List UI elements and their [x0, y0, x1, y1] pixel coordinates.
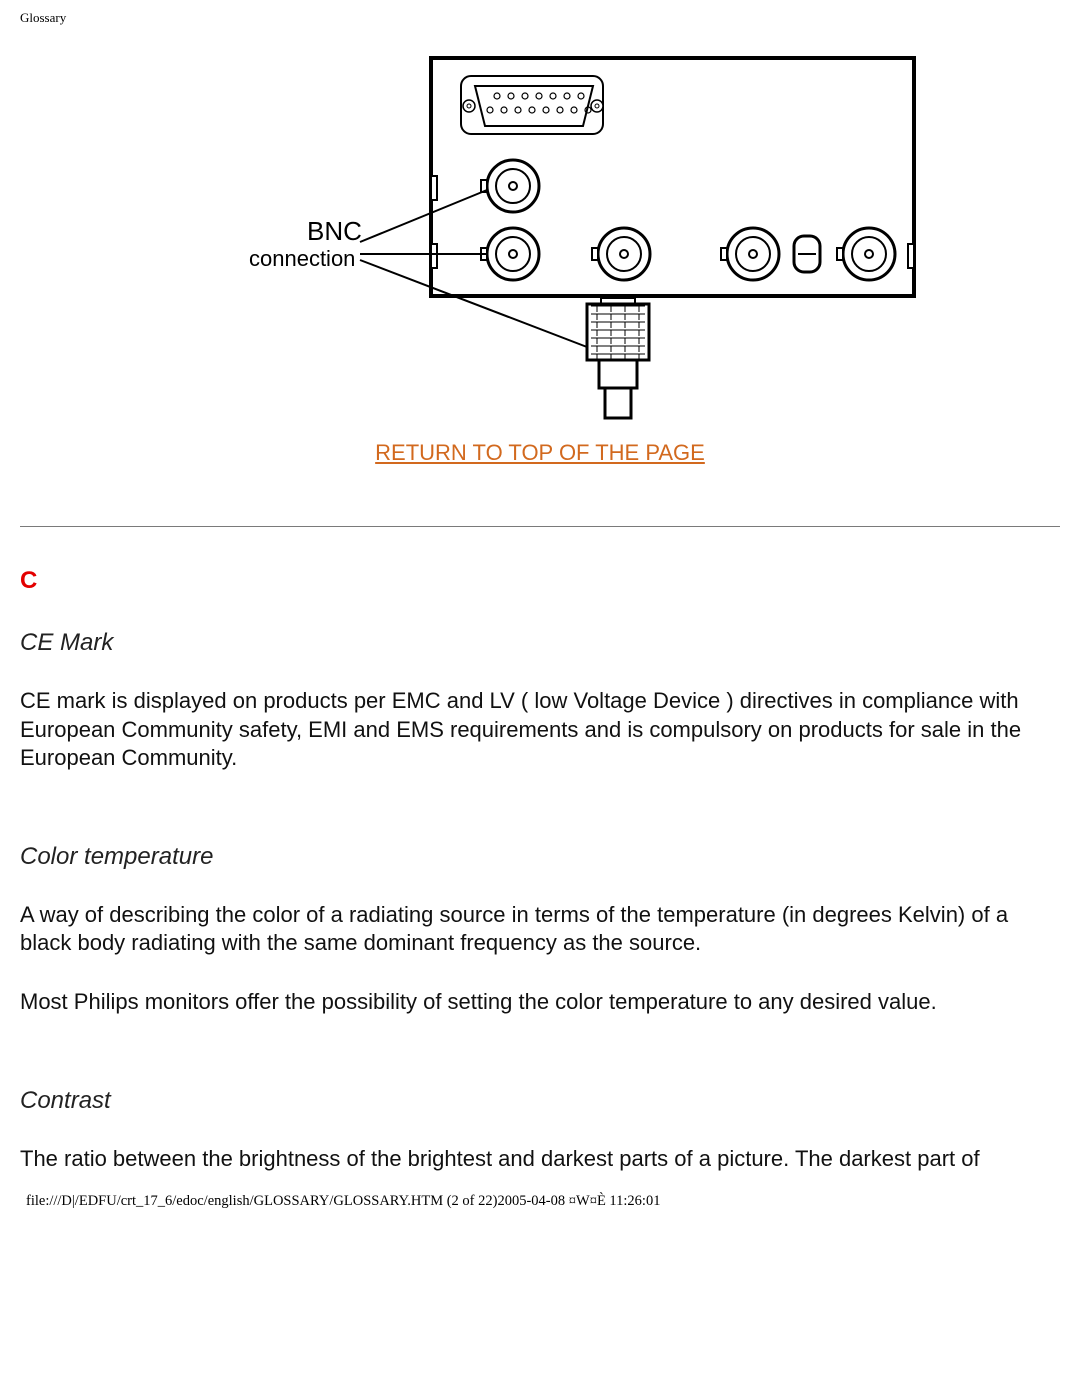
bnc-diagram-svg: BNCconnection — [145, 30, 935, 422]
term-contrast: Contrast The ratio between the brightnes… — [20, 1087, 1060, 1174]
svg-text:BNC: BNC — [307, 216, 362, 246]
svg-text:connection: connection — [249, 246, 355, 271]
bnc-diagram: BNCconnection — [20, 30, 1060, 422]
term-title: Contrast — [20, 1087, 1060, 1115]
section-letter: C — [20, 567, 1060, 595]
section-divider — [20, 526, 1060, 527]
term-title: Color temperature — [20, 843, 1060, 871]
term-body: CE mark is displayed on products per EMC… — [20, 687, 1060, 773]
term-body-extra: Most Philips monitors offer the possibil… — [20, 988, 1060, 1017]
term-title: CE Mark — [20, 629, 1060, 657]
page-header-title: Glossary — [20, 10, 1060, 26]
return-to-top-link[interactable]: RETURN TO TOP OF THE PAGE — [375, 440, 705, 465]
term-ce-mark: CE Mark CE mark is displayed on products… — [20, 629, 1060, 773]
footer-file-path: file:///D|/EDFU/crt_17_6/edoc/english/GL… — [20, 1193, 1060, 1210]
term-color-temperature: Color temperature A way of describing th… — [20, 843, 1060, 1017]
term-body: The ratio between the brightness of the … — [20, 1145, 1060, 1174]
term-body: A way of describing the color of a radia… — [20, 901, 1060, 958]
